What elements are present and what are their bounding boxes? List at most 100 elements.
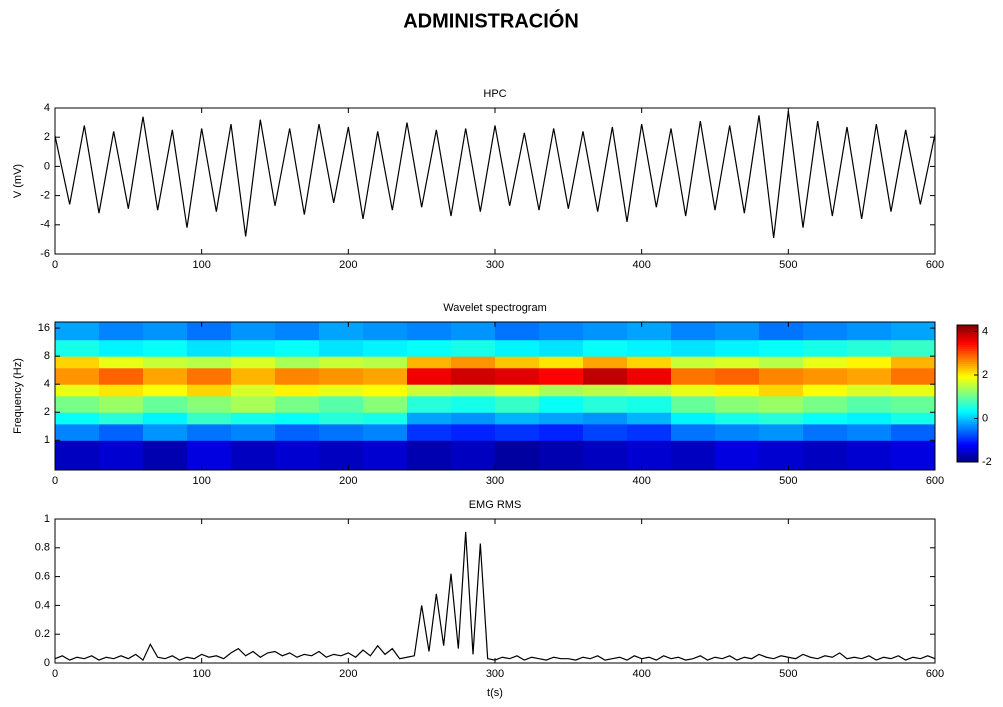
heatmap-cell [583, 412, 628, 425]
heatmap-cell [715, 322, 760, 341]
x-tick-label: 400 [632, 259, 650, 271]
signal-line [54, 531, 936, 662]
colorbar-step [957, 395, 978, 399]
heatmap-cell [143, 423, 188, 441]
heatmap-cell [187, 423, 232, 441]
heatmap-cell [187, 356, 232, 369]
heatmap-cell [99, 440, 144, 471]
heatmap-cell [803, 367, 848, 385]
colorbar-step [957, 410, 978, 414]
heatmap-cell [55, 395, 100, 413]
colorbar-step [957, 423, 978, 427]
heatmap-cell [847, 395, 892, 413]
heatmap-cell [583, 423, 628, 441]
heatmap-cell [99, 395, 144, 413]
heatmap-cell [275, 412, 320, 425]
heatmap-cell [847, 339, 892, 357]
heatmap-cell [451, 423, 496, 441]
heatmap-cell [231, 356, 276, 369]
heatmap-cell [759, 440, 804, 471]
colorbar-step [957, 397, 978, 401]
heatmap-cell [583, 339, 628, 357]
heatmap-cell [363, 440, 408, 471]
x-tick-label: 200 [339, 259, 357, 271]
y-tick-label: 0 [44, 160, 50, 172]
colorbar-step [957, 455, 978, 459]
heatmap-cell [275, 384, 320, 397]
heatmap-cell [451, 356, 496, 369]
heatmap-cell [627, 367, 672, 385]
colorbar-step [957, 427, 978, 431]
page-title: ADMINISTRACIÓN [403, 8, 579, 32]
heatmap-cell [55, 384, 100, 397]
colorbar-step [957, 329, 978, 332]
heatmap-cell [847, 356, 892, 369]
x-tick-label: 100 [192, 475, 210, 487]
y-tick-label: -4 [40, 219, 50, 231]
colorbar-step [957, 414, 978, 418]
heatmap-cell [187, 384, 232, 397]
heatmap-cell [539, 423, 584, 441]
colorbar-step [957, 442, 978, 446]
x-tick-label: 300 [486, 668, 504, 680]
colorbar-step [957, 342, 978, 345]
heatmap-cell [55, 440, 100, 471]
heatmap-cell [583, 322, 628, 341]
axes-box [54, 107, 936, 255]
colorbar-tick-label: 0 [982, 412, 988, 424]
y-tick-label: 16 [38, 322, 50, 334]
heatmap-cell [891, 423, 936, 441]
heatmap-cell [627, 339, 672, 357]
heatmap-cell [847, 322, 892, 341]
heatmap-cell [671, 395, 716, 413]
y-tick-label: 2 [44, 406, 50, 418]
heatmap-cell [671, 367, 716, 385]
heatmap-cell [363, 356, 408, 369]
y-tick-label: 0 [44, 657, 50, 669]
heatmap-cell [275, 356, 320, 369]
y-tick-label: 1 [44, 434, 50, 446]
y-tick-label: 0.6 [35, 571, 50, 583]
heatmap-cell [847, 423, 892, 441]
heatmap-cell [495, 356, 540, 369]
heatmap-cell [759, 367, 804, 385]
heatmap-cell [187, 367, 232, 385]
heatmap-cell [671, 322, 716, 341]
x-tick-label: 0 [52, 259, 58, 271]
heatmap-cell [99, 367, 144, 385]
x-tick-label: 0 [52, 475, 58, 487]
colorbar-step [957, 354, 978, 358]
colorbar-step [957, 374, 978, 377]
heatmap-cell [143, 356, 188, 369]
heatmap-cell [363, 395, 408, 413]
heatmap-cell [231, 322, 276, 341]
heatmap-cell [671, 356, 716, 369]
colorbar-step [957, 399, 978, 403]
heatmap-cell [187, 412, 232, 425]
heatmap-cell [627, 356, 672, 369]
colorbar-step [957, 391, 978, 394]
heatmap-cell [363, 412, 408, 425]
heatmap-cell [627, 322, 672, 341]
heatmap-cell [319, 440, 364, 471]
heatmap-cell [495, 423, 540, 441]
colorbar-step [957, 346, 978, 350]
heatmap-cell [539, 322, 584, 341]
heatmap-cell [539, 395, 584, 413]
heatmap-cell [143, 440, 188, 471]
heatmap-cell [99, 423, 144, 441]
colorbar-tick-label: 2 [982, 369, 988, 381]
colorbar-step [957, 444, 978, 448]
heatmap-cell [627, 384, 672, 397]
colorbar-step [957, 402, 978, 405]
heatmap-cell [363, 322, 408, 341]
heatmap-cell [759, 423, 804, 441]
heatmap-cell [55, 423, 100, 441]
heatmap-cell [627, 412, 672, 425]
heatmap-cell [319, 395, 364, 413]
heatmap-cell [847, 384, 892, 397]
y-tick-label: 1 [44, 513, 50, 525]
heatmap-cell [891, 384, 936, 397]
heatmap-cell [319, 367, 364, 385]
